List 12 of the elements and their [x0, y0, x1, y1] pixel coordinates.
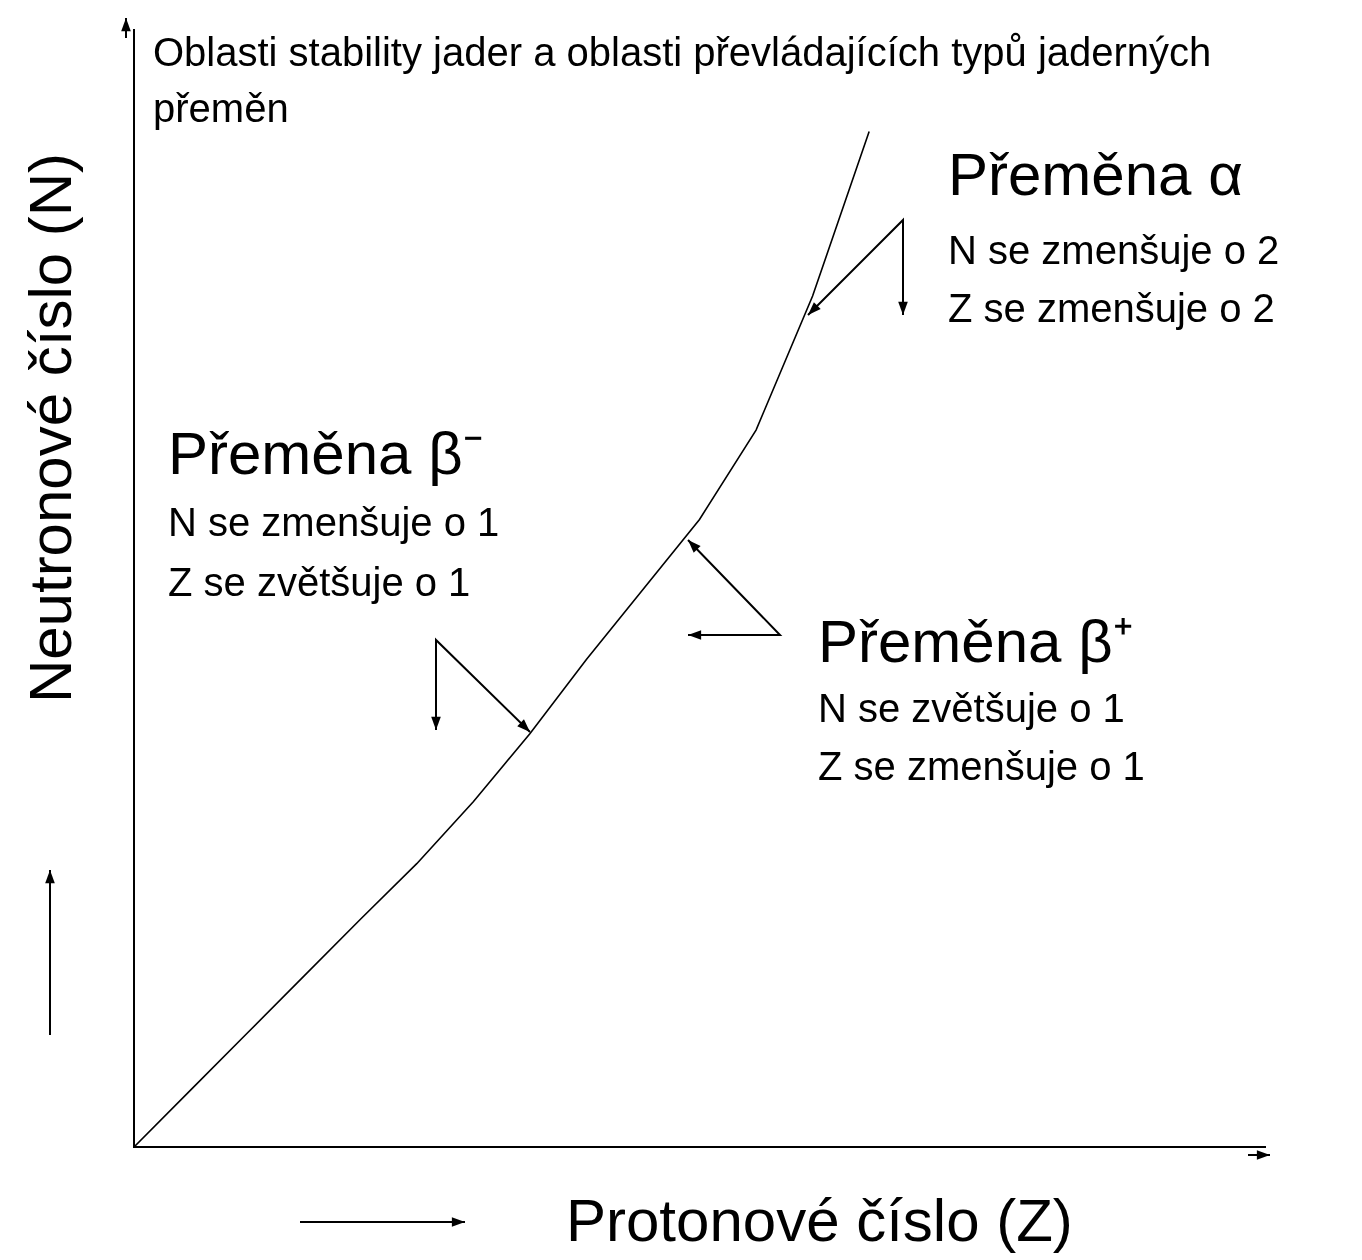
annotation: N se zmenšuje o 2 [948, 228, 1280, 273]
annotation: N se zmenšuje o 1 [168, 500, 500, 545]
annotation: Přeměna β⁺ [818, 607, 1133, 677]
annotation: Z se zmenšuje o 2 [948, 286, 1275, 331]
annotation: Přeměna α [948, 140, 1243, 209]
annotation: Z se zvětšuje o 1 [168, 560, 471, 605]
chart-title: Oblasti stability jader a oblasti převládajících typů jaderných přeměn [153, 29, 1213, 132]
annotation: Z se zmenšuje o 1 [818, 744, 1145, 789]
annotation: Přeměna β⁻ [168, 419, 483, 489]
annotation: N se zvětšuje o 1 [818, 686, 1125, 731]
x-axis-title: Protonové číslo (Z) [566, 1186, 1073, 1255]
y-axis-title: Neutronové číslo (N) [15, 152, 85, 704]
